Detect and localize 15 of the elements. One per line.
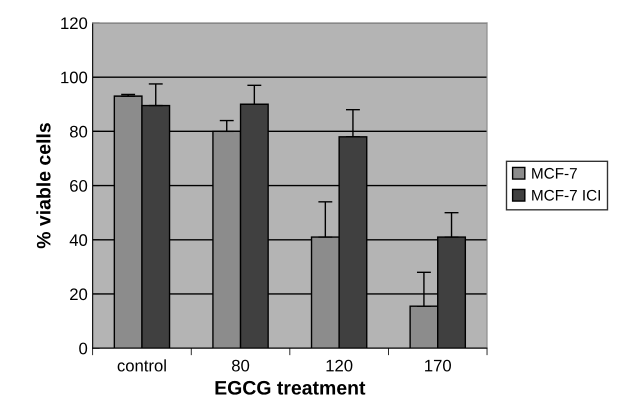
y-tick-label: 120 <box>61 17 88 30</box>
y-tick-label: 100 <box>61 72 88 84</box>
y-tick-label: 20 <box>70 288 88 300</box>
x-axis-title: EGCG treatment <box>216 380 366 395</box>
y-axis-title: % viable cells <box>36 123 51 248</box>
x-tick-label: 120 <box>326 360 352 372</box>
y-tick-label: 80 <box>70 126 88 138</box>
x-tick-label: 170 <box>425 360 451 372</box>
x-tick-label: control <box>118 359 166 372</box>
legend-label: MCF-7 <box>532 168 577 179</box>
x-tick-label: 80 <box>232 360 250 372</box>
y-tick-label: 40 <box>70 234 88 246</box>
legend-label: MCF-7 ICI <box>532 190 600 201</box>
y-tick-label: 0 <box>79 342 88 354</box>
y-tick-label: 60 <box>70 180 88 192</box>
